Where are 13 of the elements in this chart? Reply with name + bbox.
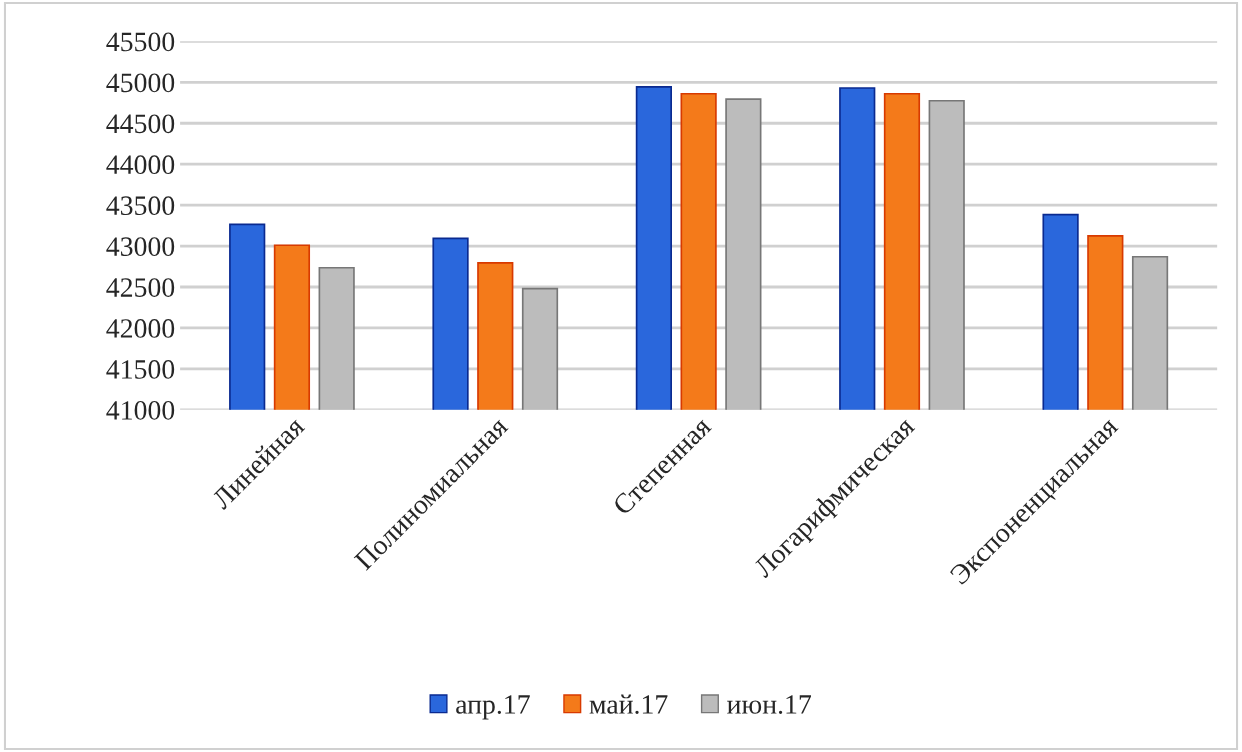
- y-tick-label: 45000: [106, 73, 175, 93]
- legend-label: апр.17: [456, 695, 530, 720]
- legend-label: июн.17: [727, 695, 812, 714]
- y-tick-label: 45500: [106, 32, 175, 52]
- y-tick-label: 43000: [106, 237, 175, 256]
- y-tick-label: 41500: [106, 360, 175, 379]
- y-tick-label: 43500: [106, 196, 175, 216]
- y-tick-label: 42500: [106, 278, 175, 297]
- legend-label: май.17: [589, 694, 668, 714]
- y-tick-label: 42000: [106, 319, 175, 338]
- y-tick-label: 44500: [106, 114, 175, 134]
- y-tick-label: 44000: [106, 155, 175, 175]
- y-tick-label: 41000: [106, 401, 175, 420]
